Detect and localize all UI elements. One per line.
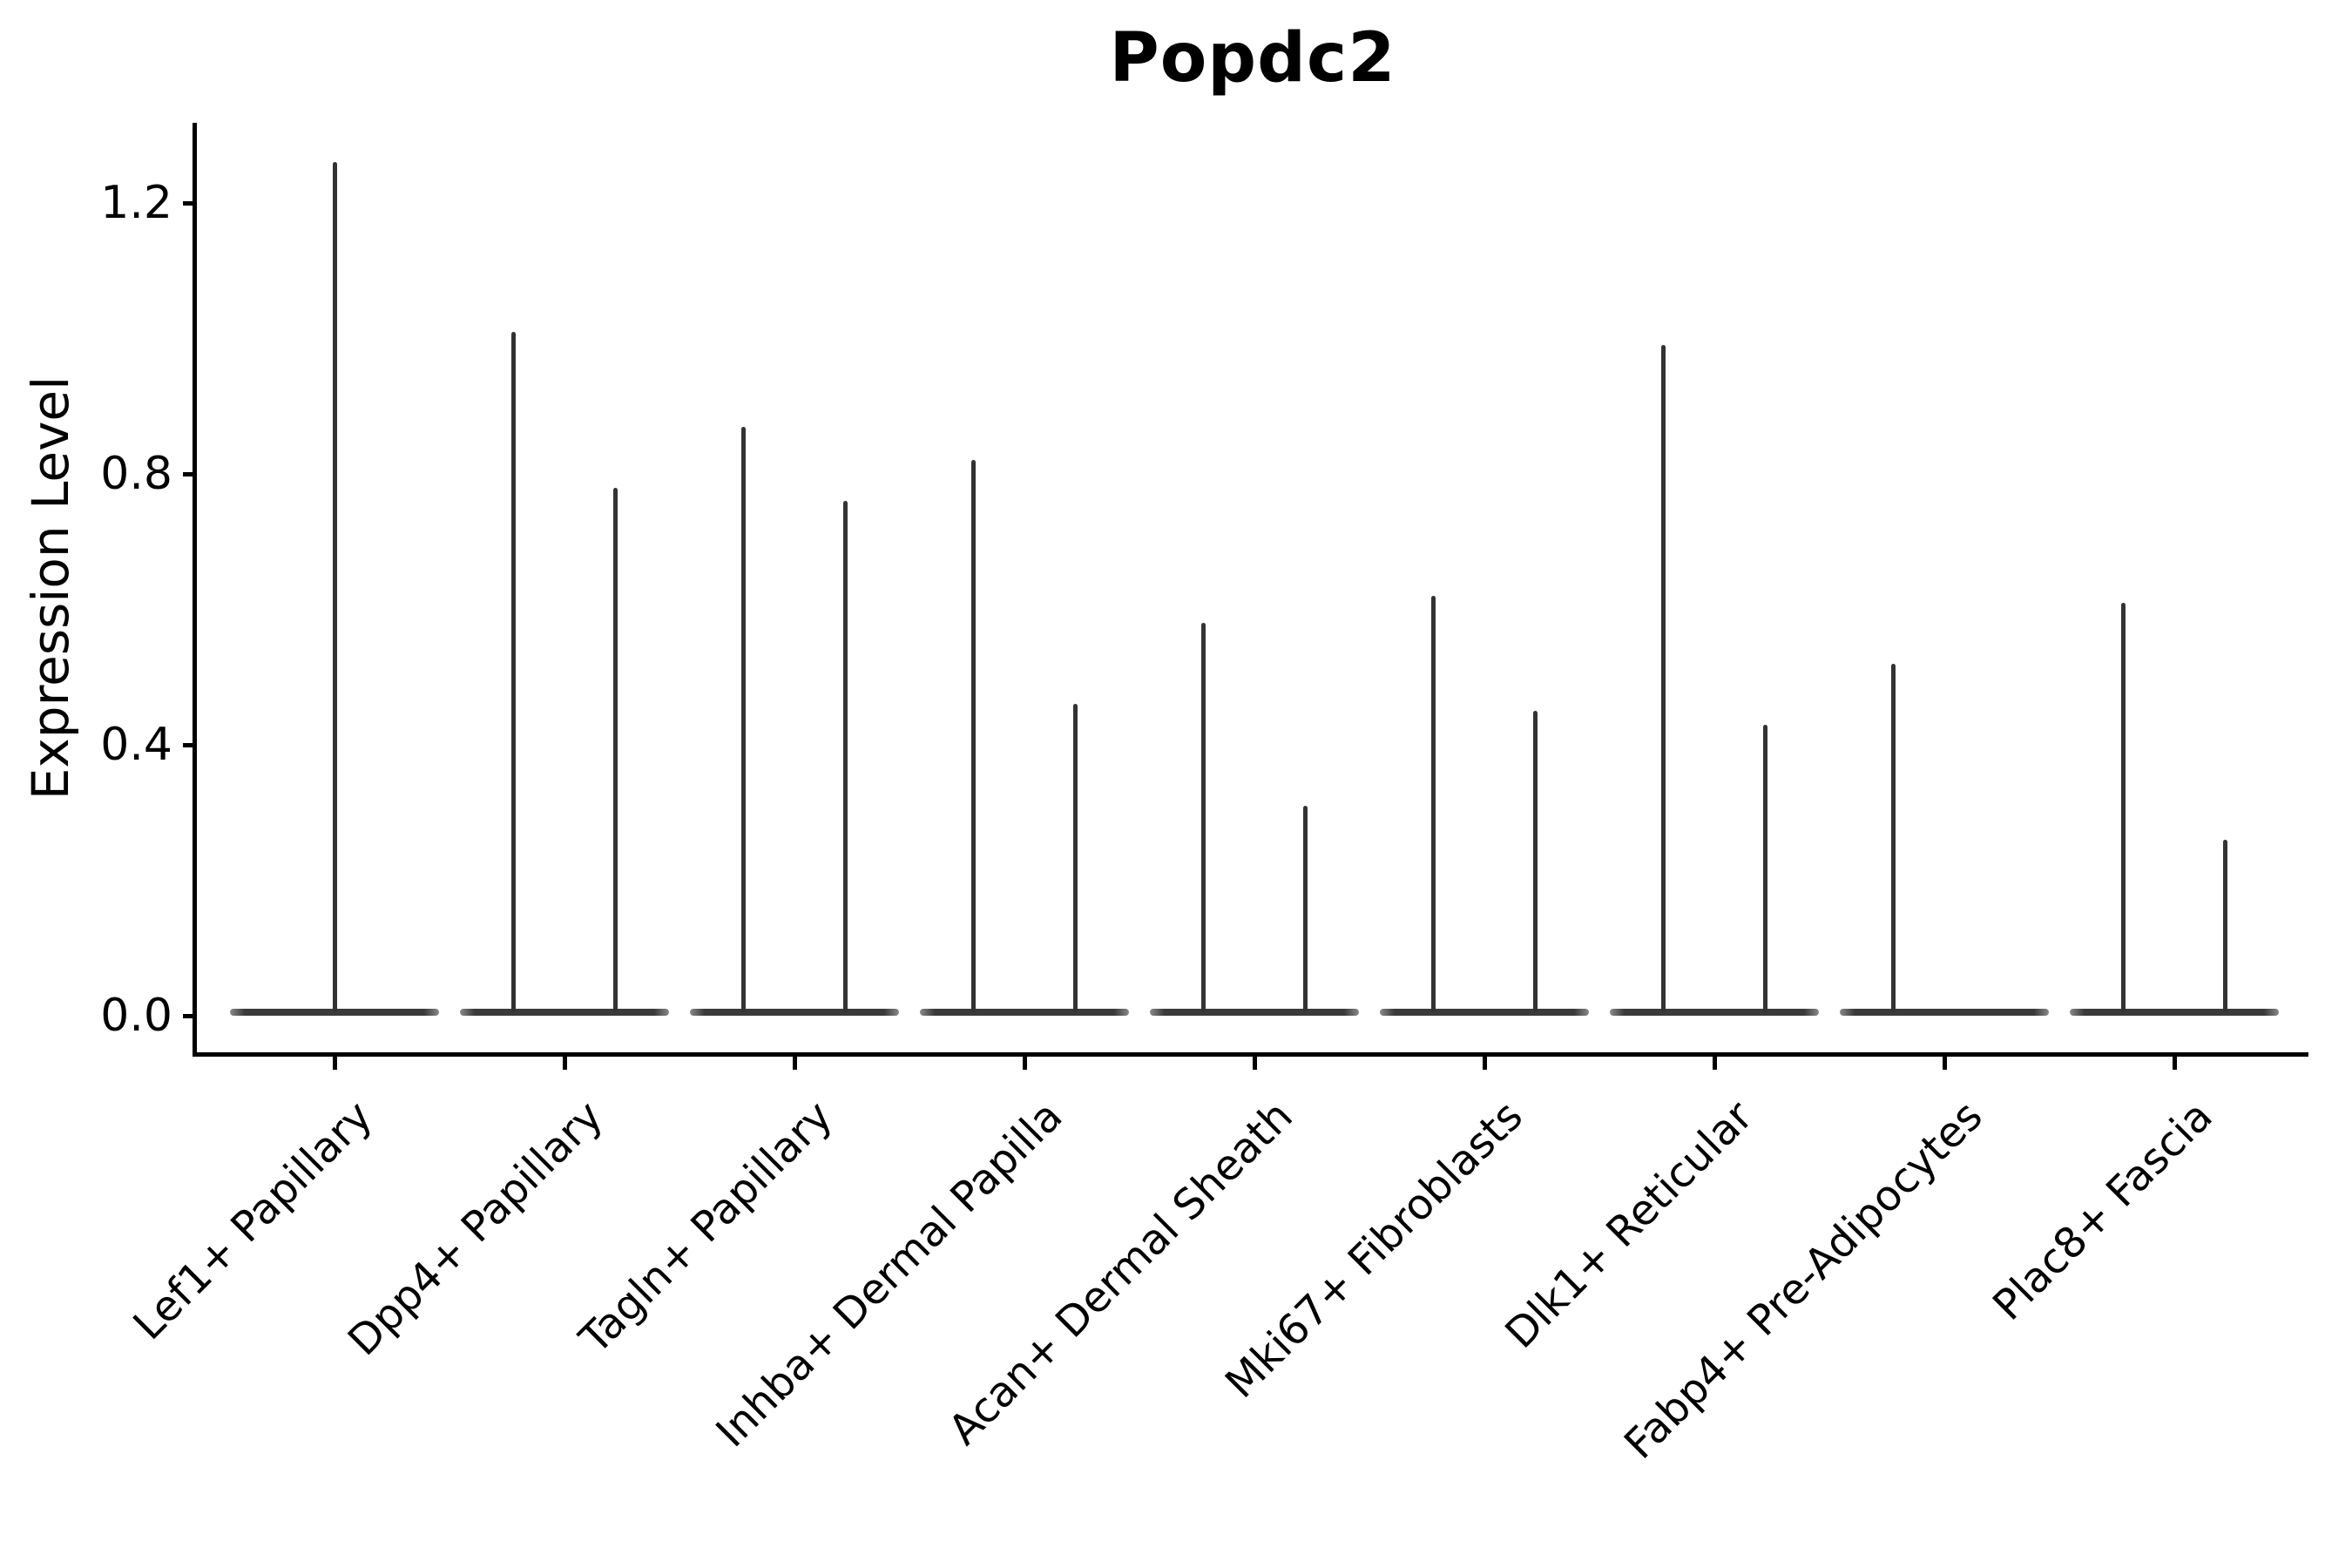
y-tick-mark [183, 200, 197, 206]
violin-spike [2222, 839, 2227, 1012]
violin-spike [1891, 663, 1896, 1012]
violin-spike [1201, 623, 1206, 1012]
x-tick-mark [1252, 1054, 1257, 1070]
x-tick-mark [2172, 1054, 2177, 1070]
x-tick-mark [1482, 1054, 1487, 1070]
x-tick-label: Dlk1+ Reticular [1496, 1092, 1762, 1358]
violin-spike [1302, 805, 1308, 1012]
x-tick-mark [332, 1054, 337, 1070]
x-tick-mark [1022, 1054, 1027, 1070]
y-tick-mark [183, 742, 197, 747]
x-tick-label: Dpp4+ Papillary [338, 1092, 612, 1366]
x-tick-mark [792, 1054, 797, 1070]
x-tick-mark [1712, 1054, 1717, 1070]
violin-spike [1532, 711, 1538, 1012]
violin-spike [1431, 595, 1436, 1012]
y-tick-label: 1.2 [100, 177, 172, 229]
violin-baseline [1840, 1009, 2049, 1016]
violin-baseline [460, 1009, 669, 1016]
violin-spike [2121, 602, 2126, 1012]
x-tick-mark [1942, 1054, 1947, 1070]
violin-baseline [1380, 1009, 1589, 1016]
violin-baseline [230, 1009, 439, 1016]
x-tick-label: Lef1+ Papillary [124, 1092, 382, 1350]
y-tick-label: 0.0 [100, 990, 172, 1042]
violin-spike [971, 460, 977, 1012]
violin-spike [1072, 704, 1078, 1012]
violin-baseline [2070, 1009, 2279, 1016]
y-tick-label: 0.8 [100, 448, 172, 500]
y-tick-mark [183, 1013, 197, 1018]
violin-spike [1661, 345, 1666, 1012]
violin-spike [332, 162, 337, 1012]
violin-spike [741, 426, 747, 1012]
chart-title: Popdc2 [1109, 19, 1396, 98]
violin-baseline [1150, 1009, 1359, 1016]
x-tick-label: Tagln+ Papillary [571, 1092, 842, 1363]
violin-baseline [690, 1009, 899, 1016]
violin-baseline [920, 1009, 1129, 1016]
violin-spike [612, 487, 618, 1012]
x-tick-label: Plac8+ Fascia [1984, 1092, 2222, 1330]
violin-spike [842, 501, 848, 1012]
violin-spike [1762, 724, 1767, 1012]
x-axis-spine [193, 1052, 2308, 1057]
y-axis-spine [193, 123, 197, 1057]
violin-baseline [1610, 1009, 1819, 1016]
x-tick-mark [562, 1054, 567, 1070]
y-tick-mark [183, 471, 197, 476]
violin-spike [511, 331, 517, 1012]
y-tick-label: 0.4 [100, 719, 172, 771]
